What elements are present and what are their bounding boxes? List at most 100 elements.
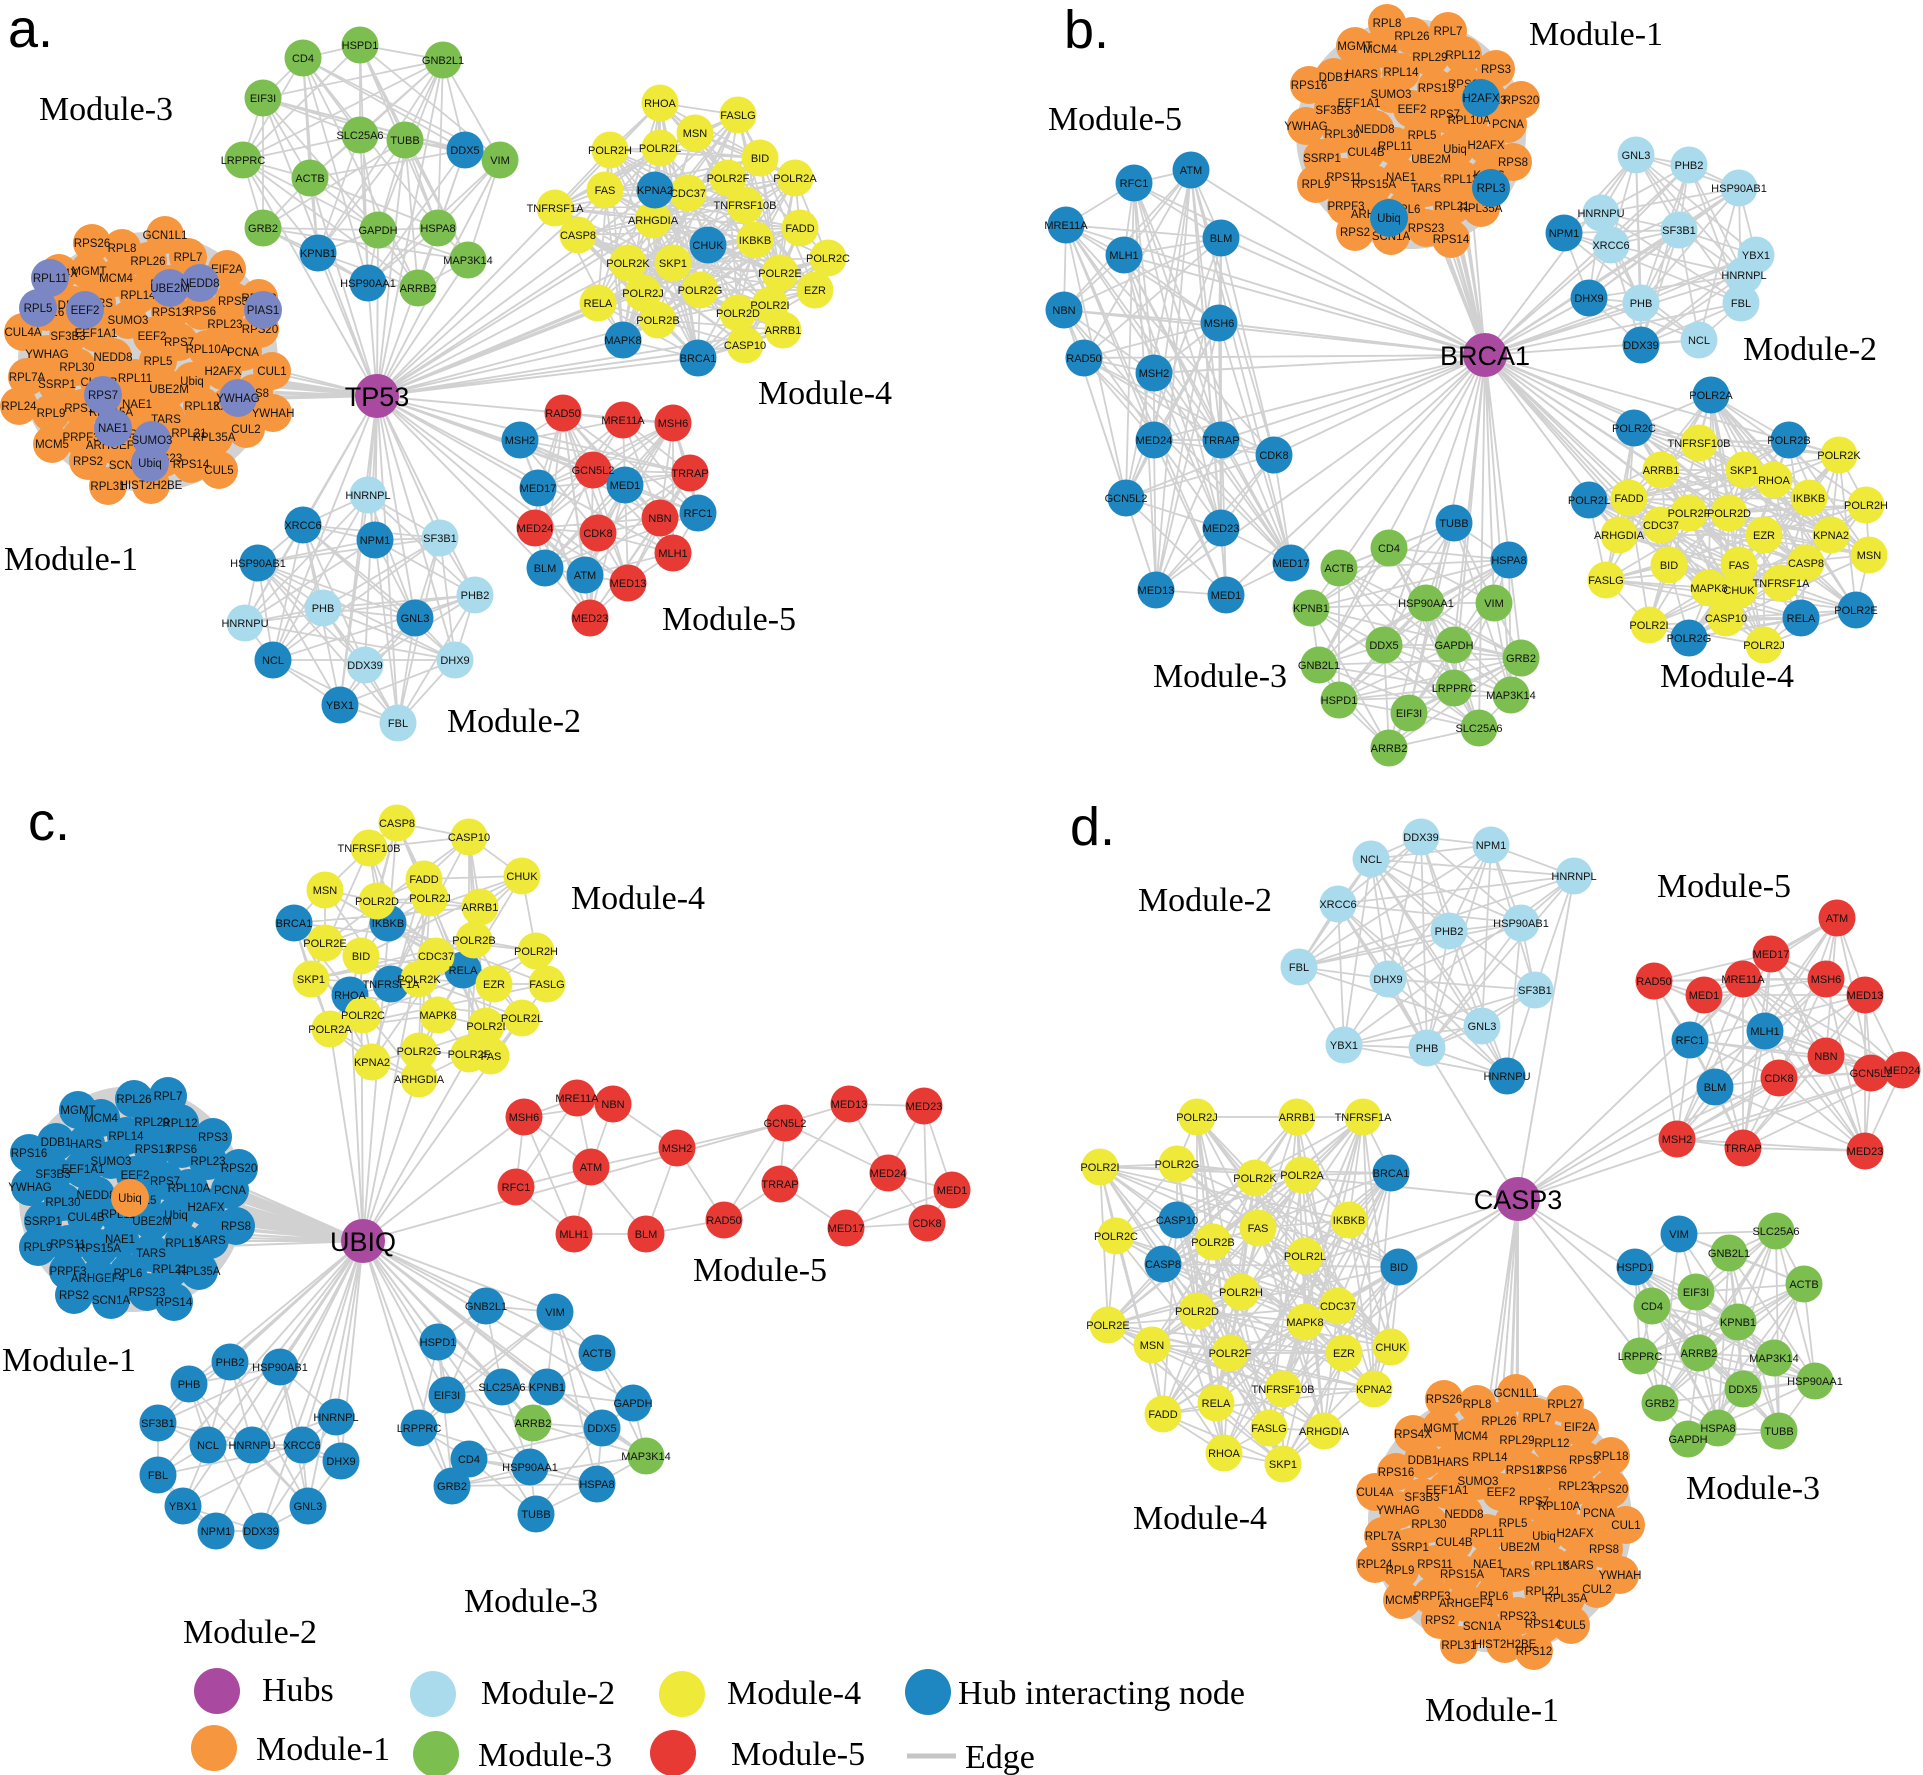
svg-text:POLR2F: POLR2F (707, 173, 750, 185)
svg-text:RPL35A: RPL35A (178, 1266, 221, 1278)
svg-text:MSN: MSN (683, 128, 708, 140)
svg-text:H2AFX: H2AFX (1462, 93, 1499, 105)
svg-text:NBN: NBN (1814, 1051, 1837, 1063)
svg-text:DDX5: DDX5 (450, 145, 479, 157)
svg-text:POLR2J: POLR2J (409, 893, 451, 905)
svg-text:MRE11A: MRE11A (1721, 974, 1765, 986)
svg-text:HNRNPU: HNRNPU (228, 1440, 275, 1452)
svg-text:YWHAG: YWHAG (1376, 1505, 1420, 1517)
svg-text:TARS: TARS (136, 1248, 166, 1260)
svg-text:HSPD1: HSPD1 (1321, 695, 1358, 707)
svg-text:EZR: EZR (1753, 530, 1775, 542)
svg-text:POLR2A: POLR2A (1280, 1170, 1324, 1182)
svg-text:RPL21: RPL21 (171, 428, 206, 440)
svg-text:ARRB2: ARRB2 (400, 283, 437, 295)
svg-text:SUMO3: SUMO3 (91, 1156, 132, 1168)
svg-text:TRRAP: TRRAP (1202, 435, 1239, 447)
svg-text:POLR2H: POLR2H (514, 946, 558, 958)
svg-text:RPS15A: RPS15A (1352, 179, 1396, 191)
svg-text:POLR2J: POLR2J (1743, 640, 1785, 652)
svg-text:EEF1A1: EEF1A1 (1426, 1485, 1469, 1497)
svg-text:FAS: FAS (1248, 1223, 1269, 1235)
svg-text:RPL29: RPL29 (134, 1117, 169, 1129)
svg-text:HSPA8: HSPA8 (1491, 555, 1526, 567)
svg-text:POLR2I: POLR2I (750, 300, 789, 312)
svg-text:UBE2M: UBE2M (132, 1216, 172, 1228)
svg-text:POLR2E: POLR2E (1834, 605, 1877, 617)
svg-text:TRRAP: TRRAP (761, 1179, 798, 1191)
svg-text:PCNA: PCNA (1492, 119, 1524, 131)
svg-text:MSH2: MSH2 (1662, 1134, 1693, 1146)
svg-text:ARHGDIA: ARHGDIA (628, 215, 679, 227)
svg-text:RHOA: RHOA (1758, 475, 1790, 487)
svg-text:NAE1: NAE1 (1386, 172, 1416, 184)
svg-text:FAS: FAS (1729, 560, 1750, 572)
svg-text:Module-3: Module-3 (39, 91, 173, 128)
svg-text:RPL21: RPL21 (1434, 201, 1469, 213)
svg-text:POLR2B: POLR2B (636, 315, 679, 327)
svg-text:SF3B1: SF3B1 (141, 1418, 175, 1430)
svg-text:TP53: TP53 (345, 382, 410, 412)
svg-text:POLR2D: POLR2D (1707, 508, 1751, 520)
svg-text:EZR: EZR (1333, 1348, 1355, 1360)
svg-text:FBL: FBL (148, 1470, 168, 1482)
svg-text:Ubiq: Ubiq (164, 1210, 188, 1222)
svg-text:YWHAH: YWHAH (1599, 1570, 1642, 1582)
svg-text:Module-3: Module-3 (464, 1583, 598, 1620)
svg-text:GNB2L1: GNB2L1 (422, 55, 464, 67)
svg-text:MED17: MED17 (1753, 949, 1790, 961)
svg-text:ARHGDIA: ARHGDIA (1299, 1426, 1350, 1438)
svg-text:Module-1: Module-1 (4, 541, 138, 578)
svg-text:DDX5: DDX5 (1728, 1384, 1757, 1396)
svg-text:RPS7: RPS7 (150, 1176, 180, 1188)
svg-text:CDK8: CDK8 (1259, 450, 1288, 462)
svg-text:NPM1: NPM1 (1476, 840, 1507, 852)
svg-text:CASP8: CASP8 (560, 230, 596, 242)
svg-text:GCN1L1: GCN1L1 (1494, 1388, 1539, 1400)
svg-text:GNL3: GNL3 (401, 613, 430, 625)
svg-text:RPS15A: RPS15A (1440, 1569, 1484, 1581)
svg-text:Module-2: Module-2 (481, 1675, 615, 1712)
svg-text:NAE1: NAE1 (1473, 1559, 1503, 1571)
svg-text:POLR2J: POLR2J (622, 288, 664, 300)
svg-text:YWHAG: YWHAG (25, 349, 69, 361)
svg-text:Module-4: Module-4 (758, 375, 892, 412)
svg-text:RHOA: RHOA (334, 990, 366, 1002)
svg-text:EIF3I: EIF3I (434, 1390, 460, 1402)
svg-text:SF3B1: SF3B1 (1518, 985, 1552, 997)
svg-text:Ubiq: Ubiq (180, 376, 204, 388)
svg-text:RPL29: RPL29 (1412, 52, 1447, 64)
svg-text:HSP90AB1: HSP90AB1 (252, 1362, 308, 1374)
svg-text:EEF1A1: EEF1A1 (75, 328, 118, 340)
svg-text:CUL2: CUL2 (231, 424, 260, 436)
svg-text:RPL8: RPL8 (1373, 18, 1402, 30)
svg-text:NAE1: NAE1 (122, 399, 152, 411)
svg-text:PRPF3: PRPF3 (49, 1266, 86, 1278)
svg-text:RPL21: RPL21 (152, 1264, 187, 1276)
svg-text:MCM5: MCM5 (35, 439, 69, 451)
svg-text:MSH2: MSH2 (1139, 368, 1170, 380)
svg-text:a.: a. (8, 0, 53, 59)
svg-text:PHB: PHB (312, 603, 335, 615)
svg-text:RPL12: RPL12 (162, 1118, 197, 1130)
svg-text:DDB1: DDB1 (1408, 1455, 1439, 1467)
svg-text:RPS13: RPS13 (152, 307, 188, 319)
svg-text:MCM4: MCM4 (1363, 44, 1397, 56)
svg-text:CHUK: CHUK (506, 871, 538, 883)
svg-text:GRB2: GRB2 (248, 223, 278, 235)
svg-text:HSP90AA1: HSP90AA1 (502, 1462, 558, 1474)
svg-text:RPS2: RPS2 (59, 1290, 89, 1302)
svg-text:PCNA: PCNA (227, 347, 259, 359)
svg-text:RPL18: RPL18 (1593, 1451, 1628, 1463)
svg-text:MED24: MED24 (870, 1168, 907, 1180)
svg-text:RPL23: RPL23 (1558, 1481, 1593, 1493)
svg-text:RPL5: RPL5 (144, 356, 173, 368)
svg-text:DDX5: DDX5 (1369, 640, 1398, 652)
svg-text:RPS8: RPS8 (221, 1221, 251, 1233)
svg-text:EEF1A1: EEF1A1 (1338, 98, 1381, 110)
svg-text:POLR2D: POLR2D (716, 308, 760, 320)
svg-text:RPS20: RPS20 (1503, 95, 1539, 107)
svg-text:TNFRSF10B: TNFRSF10B (714, 200, 777, 212)
svg-text:HSPD1: HSPD1 (1617, 1262, 1654, 1274)
svg-text:PRPF3: PRPF3 (1327, 201, 1364, 213)
